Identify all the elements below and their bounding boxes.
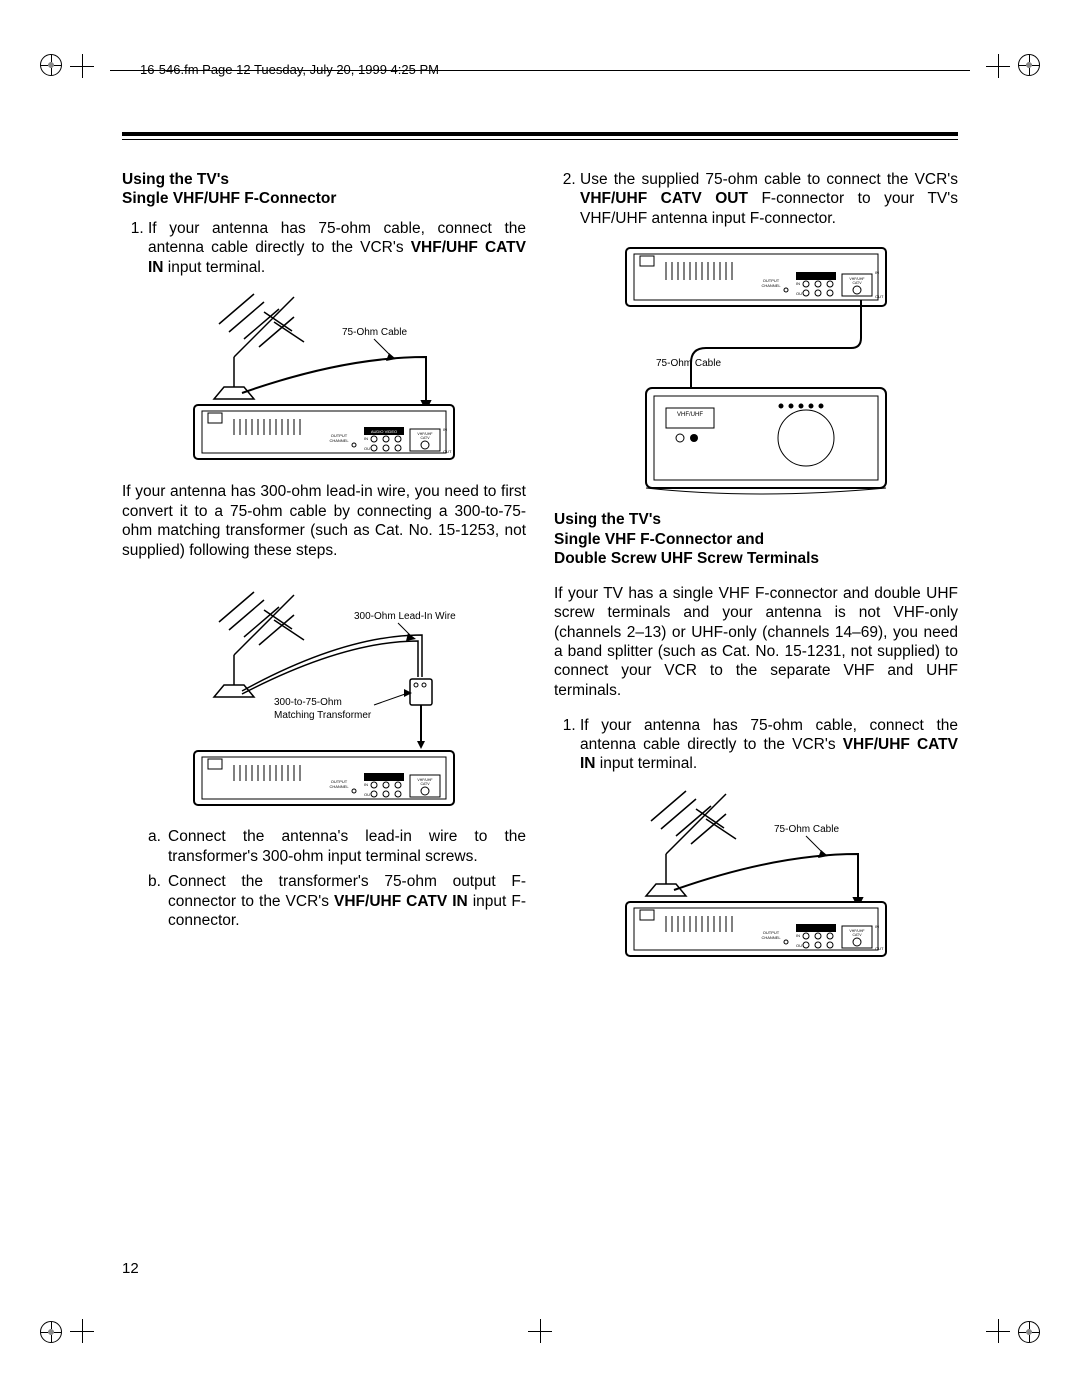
crop-mark-icon [986, 54, 1010, 78]
step-list: Use the supplied 75-ohm cable to connect… [554, 170, 958, 228]
figure-vcr-to-tv: OUTPUT CHANNEL IN OUT VHF/UHF CATV IN OU… [554, 238, 958, 498]
svg-text:CHANNEL: CHANNEL [761, 935, 781, 940]
sub-step: b. Connect the transformer's 75-ohm outp… [148, 872, 526, 930]
figure-label: 75-Ohm Cable [342, 327, 407, 338]
figure-label: 300-to-75-Ohm [274, 697, 342, 708]
heading-line: Single VHF F-Connector and [554, 531, 764, 548]
paragraph: If your TV has a single VHF F-connector … [554, 584, 958, 700]
term-bold: VHF/UHF CATV OUT [580, 190, 748, 207]
body-content: Using the TV's Single VHF/UHF F-Connecto… [122, 170, 958, 1237]
sub-step-text: Connect the antenna's lead-in wire to th… [168, 827, 526, 866]
svg-text:CHANNEL: CHANNEL [761, 283, 781, 288]
svg-text:IN: IN [443, 427, 447, 432]
term-bold: VHF/UHF CATV IN [334, 893, 468, 910]
crop-mark-icon [986, 1319, 1010, 1343]
step-text: input terminal. [164, 259, 266, 276]
svg-text:IN: IN [364, 436, 368, 441]
registration-mark-icon [1018, 54, 1040, 76]
page-number: 12 [122, 1260, 139, 1277]
figure-label: 75-Ohm Cable [774, 824, 839, 835]
step-item: If your antenna has 75-ohm cable, connec… [148, 219, 526, 277]
sub-step-label: b. [148, 872, 168, 930]
step-item: Use the supplied 75-ohm cable to connect… [580, 170, 958, 228]
step-item: If your antenna has 75-ohm cable, connec… [580, 716, 958, 774]
figure-antenna-to-vcr-75ohm-b: 75-Ohm Cable OUTPUT CHANNEL IN O [554, 784, 958, 964]
sub-step: a. Connect the antenna's lead-in wire to… [148, 827, 526, 866]
heading-line: Double Screw UHF Screw Terminals [554, 550, 819, 567]
svg-text:IN: IN [364, 782, 368, 787]
figure-label: Matching Transformer [274, 710, 372, 721]
heading-line: Using the TV's [554, 511, 661, 528]
registration-mark-icon [1018, 1321, 1040, 1343]
registration-mark-icon [40, 1321, 62, 1343]
svg-text:CATV: CATV [852, 281, 862, 285]
section-heading: Using the TV's Single VHF/UHF F-Connecto… [122, 170, 526, 209]
svg-text:CATV: CATV [420, 782, 430, 786]
figure-antenna-to-vcr-75ohm: 75-Ohm Cable AUDIO VIDEO OUTPUT C [122, 287, 526, 467]
svg-text:VHF/UHF: VHF/UHF [677, 412, 703, 418]
svg-text:OUT: OUT [443, 449, 452, 454]
sub-step-text: Connect the transformer's 75-ohm output … [168, 872, 526, 930]
sub-step-label: a. [148, 827, 168, 866]
svg-text:IN: IN [796, 933, 800, 938]
section-heading: Using the TV's Single VHF F-Connector an… [554, 510, 958, 568]
crop-mark-icon [70, 54, 94, 78]
step-text: input terminal. [596, 755, 698, 772]
running-head: 16-546.fm Page 12 Tuesday, July 20, 1999… [140, 62, 439, 77]
heading-line: Using the TV's [122, 171, 229, 188]
svg-text:IN: IN [875, 924, 879, 929]
step-text: Use the supplied 75-ohm cable to connect… [580, 171, 958, 188]
step-list: If your antenna has 75-ohm cable, connec… [554, 716, 958, 774]
figure-label: 300-Ohm Lead-In Wire [354, 611, 456, 622]
svg-text:CATV: CATV [420, 436, 430, 440]
step-list: If your antenna has 75-ohm cable, connec… [122, 219, 526, 277]
svg-text:CHANNEL: CHANNEL [329, 438, 349, 443]
registration-mark-icon [40, 54, 62, 76]
svg-text:IN: IN [796, 281, 800, 286]
svg-text:CHANNEL: CHANNEL [329, 784, 349, 789]
heading-line: Single VHF/UHF F-Connector [122, 190, 336, 207]
svg-text:IN: IN [875, 270, 879, 275]
svg-text:AUDIO VIDEO: AUDIO VIDEO [371, 429, 397, 434]
section-rule [122, 132, 958, 140]
crop-mark-icon [528, 1319, 552, 1343]
svg-text:OUT: OUT [875, 294, 884, 299]
figure-label: 75-Ohm Cable [656, 358, 721, 369]
crop-mark-icon [70, 1319, 94, 1343]
paragraph: If your antenna has 300-ohm lead-in wire… [122, 482, 526, 560]
svg-text:OUT: OUT [875, 946, 884, 951]
svg-text:CATV: CATV [852, 933, 862, 937]
figure-antenna-transformer-vcr: 300-Ohm Lead-In Wire 300-to-75-Ohm Match… [122, 575, 526, 815]
page: 16-546.fm Page 12 Tuesday, July 20, 1999… [50, 40, 1030, 1357]
